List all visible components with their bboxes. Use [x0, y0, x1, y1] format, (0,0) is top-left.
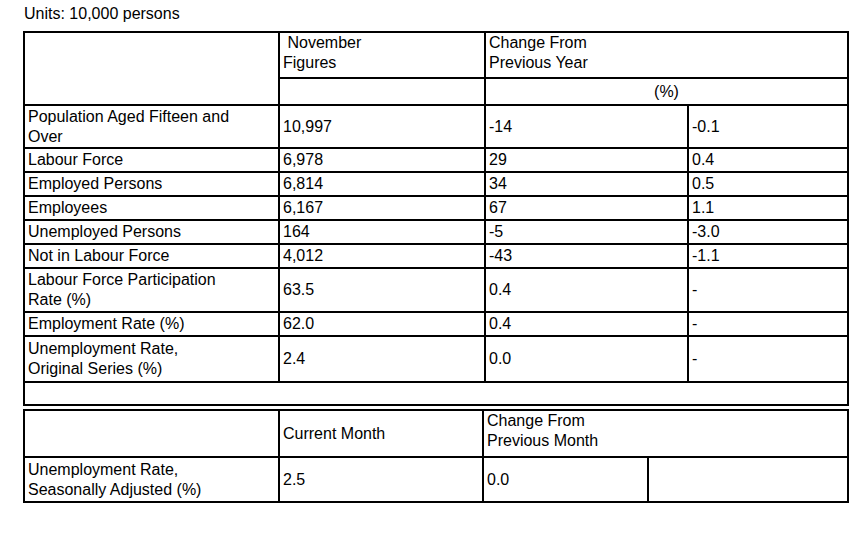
table-row: Unemployment Rate, Original Series (%) 2… — [24, 336, 848, 382]
row-change: -5 — [485, 220, 688, 244]
table-row: Labour Force 6,978 29 0.4 — [24, 148, 848, 172]
row-change: -43 — [485, 244, 688, 268]
row-value: 62.0 — [279, 312, 485, 336]
row-change: 0.0 — [485, 336, 688, 382]
table-row: Unemployment Rate, Seasonally Adjusted (… — [24, 457, 848, 502]
header-current-month: Current Month — [279, 410, 483, 457]
row-label: Employed Persons — [24, 172, 279, 196]
monthly-figures-table: November Figures Change From Previous Ye… — [23, 31, 849, 406]
row-change: 34 — [485, 172, 688, 196]
row-value: 2.5 — [279, 457, 483, 502]
row-label: Unemployment Rate, Original Series (%) — [24, 336, 279, 382]
row-change-pct: 0.5 — [688, 172, 848, 196]
row-change: 29 — [485, 148, 688, 172]
row-change-pct: -3.0 — [688, 220, 848, 244]
table-row: Not in Labour Force 4,012 -43 -1.1 — [24, 244, 848, 268]
header-november-figures: November Figures — [279, 32, 485, 78]
row-change-pct: - — [688, 336, 848, 382]
row-change: -14 — [485, 105, 688, 148]
row-value: 10,997 — [279, 105, 485, 148]
row-value: 6,978 — [279, 148, 485, 172]
empty-cell — [648, 457, 848, 502]
row-value: 164 — [279, 220, 485, 244]
row-change-pct: - — [688, 268, 848, 312]
header-percent-cell: (%) — [485, 78, 848, 105]
spacer-row — [24, 382, 848, 405]
spacer-cell — [24, 382, 848, 405]
row-change-pct: -0.1 — [688, 105, 848, 148]
row-label: Unemployed Persons — [24, 220, 279, 244]
row-label: Employees — [24, 196, 279, 220]
row-change-pct: - — [688, 312, 848, 336]
row-label: Labour Force Participation Rate (%) — [24, 268, 279, 312]
units-label: Units: 10,000 persons — [24, 3, 847, 25]
table-row: Employees 6,167 67 1.1 — [24, 196, 848, 220]
table-row: Labour Force Participation Rate (%) 63.5… — [24, 268, 848, 312]
table-row: Employment Rate (%) 62.0 0.4 - — [24, 312, 848, 336]
row-change-pct: 0.4 — [688, 148, 848, 172]
seasonally-adjusted-table: Current Month Change From Previous Month… — [23, 409, 849, 503]
table-row: Population Aged Fifteen and Over 10,997 … — [24, 105, 848, 148]
document-page: Units: 10,000 persons November Figures C… — [0, 0, 857, 537]
row-change: 67 — [485, 196, 688, 220]
header-change-previous-year: Change From Previous Year — [485, 32, 848, 78]
row-change-pct: 1.1 — [688, 196, 848, 220]
row-label: Population Aged Fifteen and Over — [24, 105, 279, 148]
row-value: 6,167 — [279, 196, 485, 220]
row-label: Not in Labour Force — [24, 244, 279, 268]
row-label: Unemployment Rate, Seasonally Adjusted (… — [24, 457, 279, 502]
header-change-previous-month: Change From Previous Month — [483, 410, 848, 457]
row-value: 4,012 — [279, 244, 485, 268]
row-change: 0.4 — [485, 268, 688, 312]
row-change: 0.0 — [483, 457, 648, 502]
table-row: Employed Persons 6,814 34 0.5 — [24, 172, 848, 196]
header-indicator-cell — [24, 410, 279, 457]
header-indicator-cell — [24, 32, 279, 105]
row-change: 0.4 — [485, 312, 688, 336]
row-value: 6,814 — [279, 172, 485, 196]
row-label: Employment Rate (%) — [24, 312, 279, 336]
header-row-1: November Figures Change From Previous Ye… — [24, 32, 848, 78]
row-value: 63.5 — [279, 268, 485, 312]
row-change-pct: -1.1 — [688, 244, 848, 268]
header-empty-cell — [279, 78, 485, 105]
row-label: Labour Force — [24, 148, 279, 172]
row-value: 2.4 — [279, 336, 485, 382]
table-row: Unemployed Persons 164 -5 -3.0 — [24, 220, 848, 244]
header-row: Current Month Change From Previous Month — [24, 410, 848, 457]
